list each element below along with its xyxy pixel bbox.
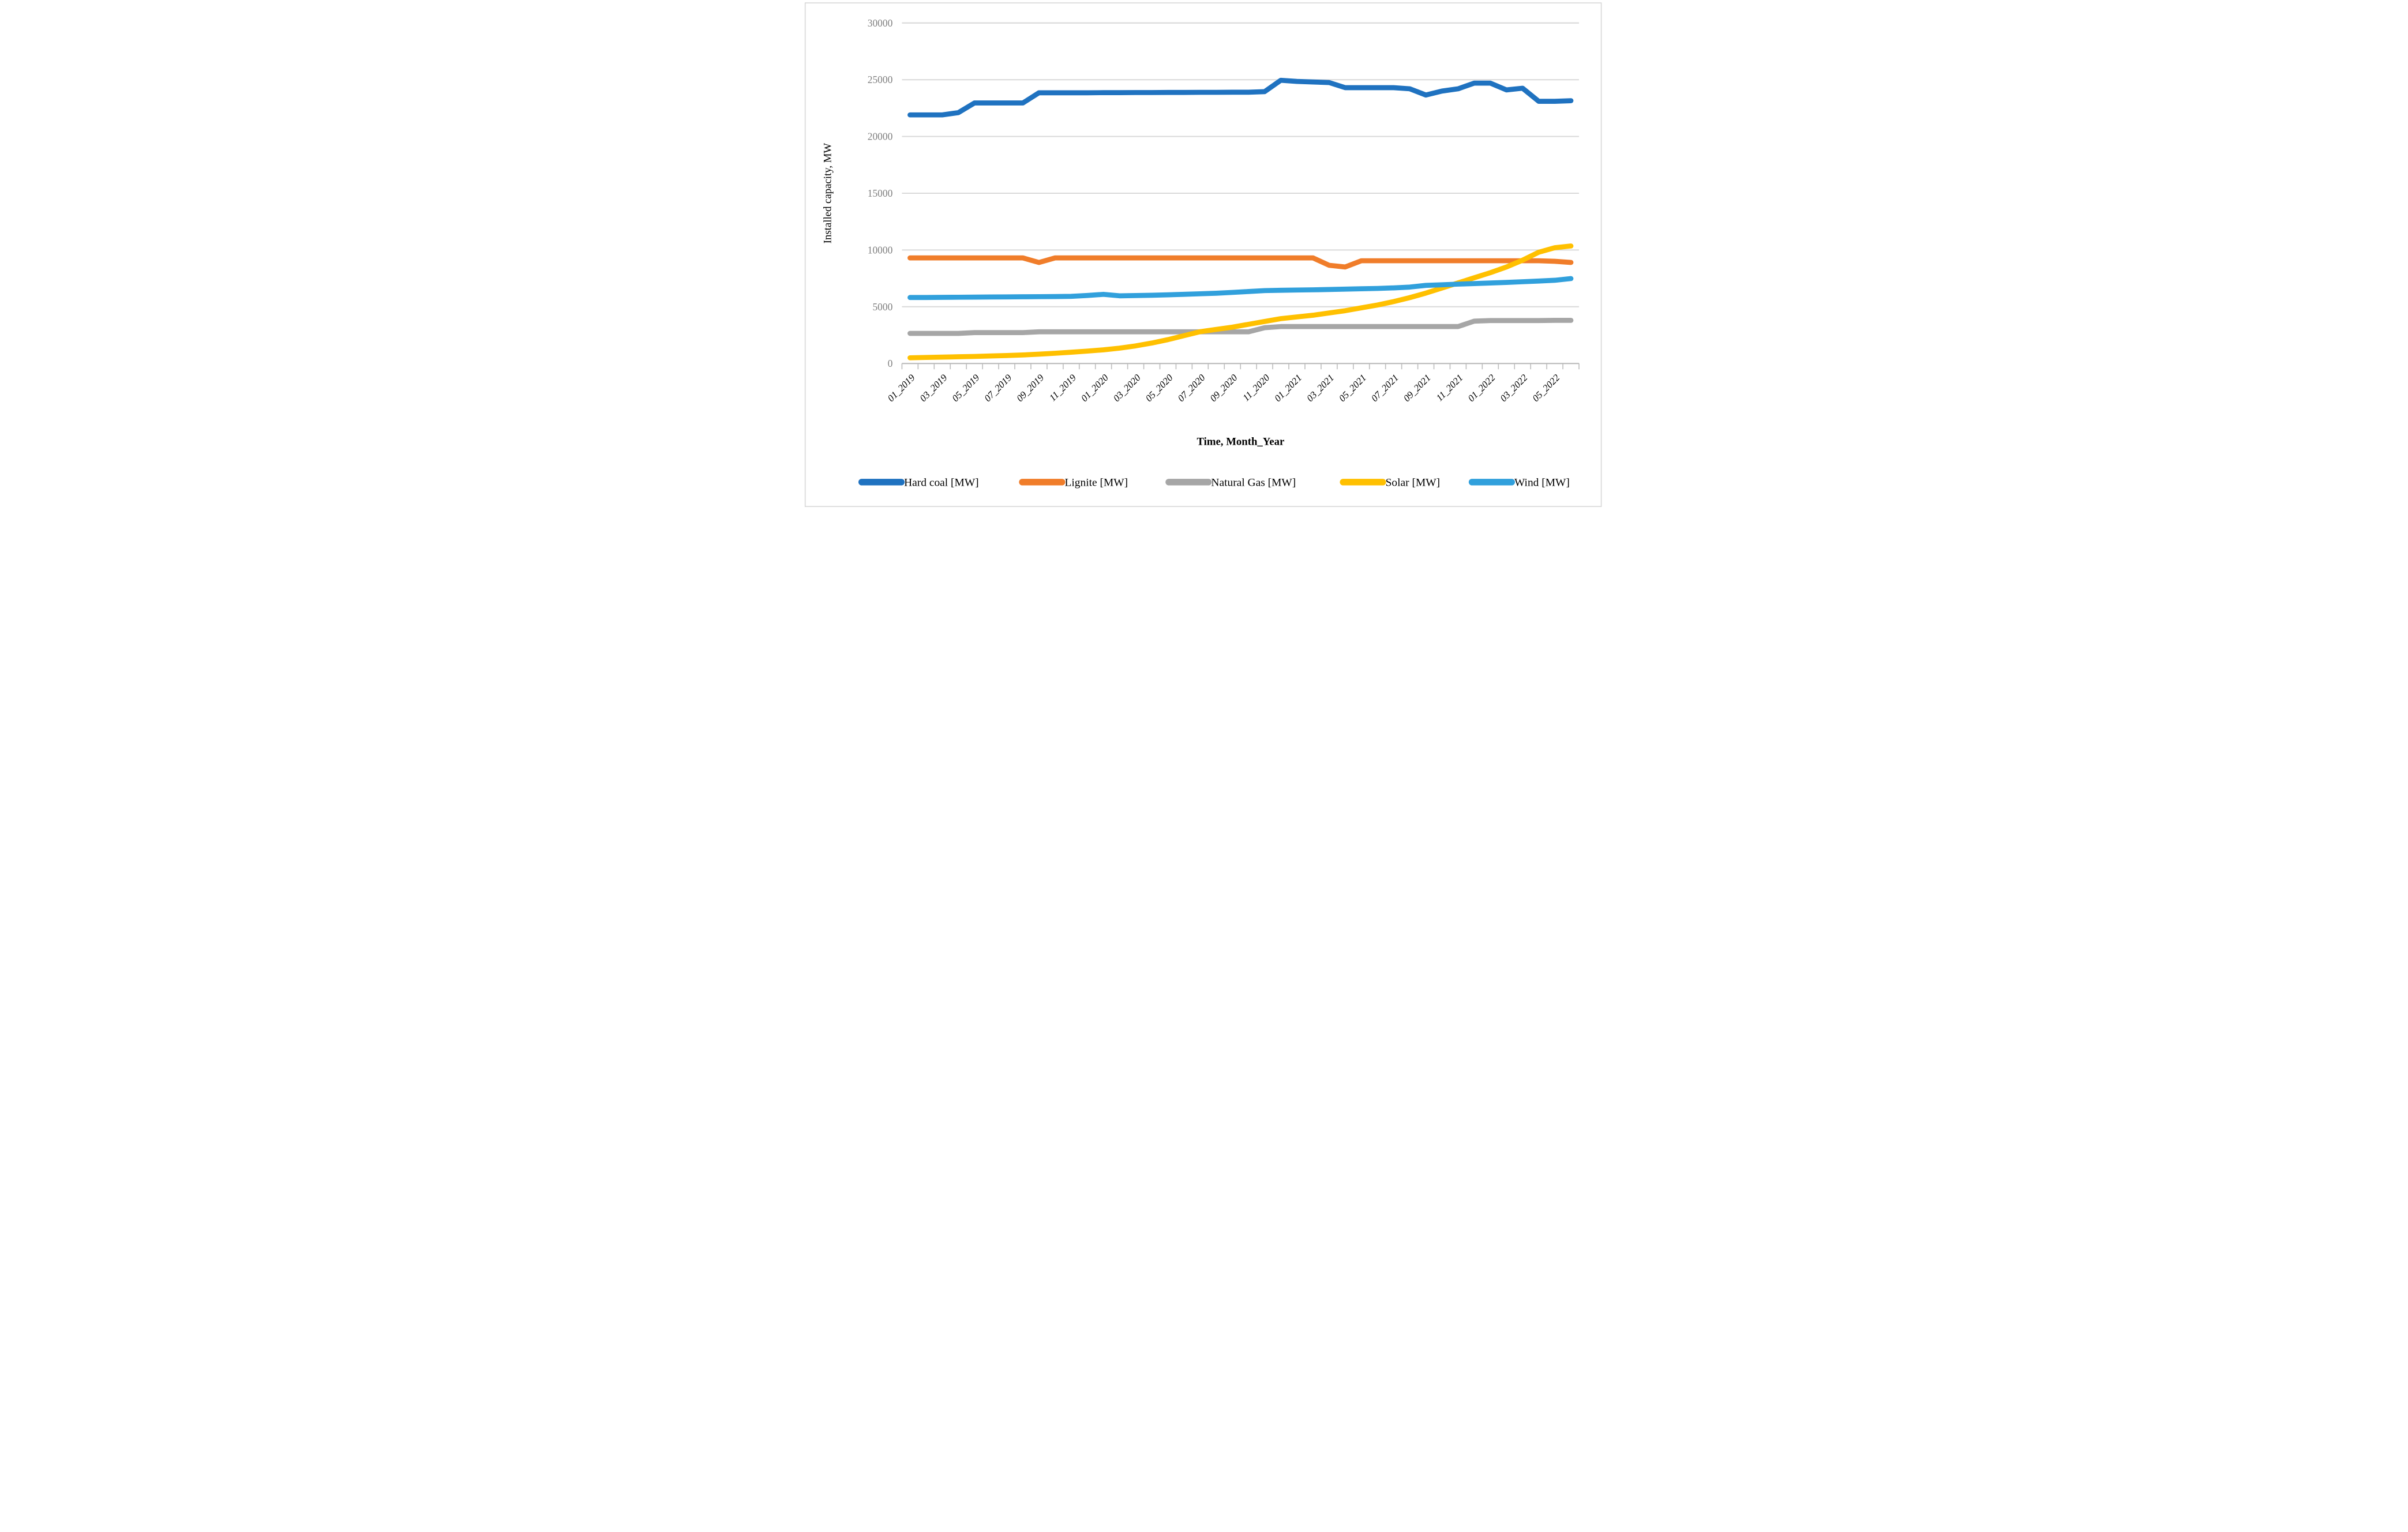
legend-label-solar-mw: Solar [MW] [1386, 477, 1440, 489]
legend-item-wind-mw: Wind [MW] [1468, 477, 1570, 489]
chart-figure: 0 5000 10000 15000 20000 25000 30000 01_2019 03… [800, 0, 1608, 514]
series-lines [907, 77, 1574, 361]
y-tick-label: 25000 [868, 74, 893, 85]
y-tick-label: 15000 [868, 187, 893, 199]
legend-item-lignite-mw: Lignite [MW] [1019, 477, 1128, 489]
y-axis-labels: 0 5000 10000 15000 20000 25000 30000 [868, 17, 893, 369]
legend-item-natural-gas-mw: Natural Gas [MW] [1165, 477, 1296, 489]
series-line-hard-coal-mw [907, 77, 1574, 118]
legend-label-lignite-mw: Lignite [MW] [1065, 477, 1128, 489]
series-line-wind-mw [907, 276, 1574, 301]
legend-label-wind-mw: Wind [MW] [1514, 477, 1570, 489]
chart-legend: Hard coal [MW] Lignite [MW] Natural Gas [M… [858, 477, 1570, 489]
x-axis-ticks [901, 362, 1580, 370]
y-tick-label: 10000 [868, 244, 893, 256]
legend-label-hard-coal-mw: Hard coal [MW] [904, 477, 979, 489]
legend-item-hard-coal-mw: Hard coal [MW] [858, 477, 979, 489]
figure-border [804, 2, 1602, 507]
y-tick-label: 20000 [868, 131, 893, 142]
x-axis-title: Time, Month_Year [1197, 435, 1284, 448]
y-tick-label: 0 [888, 358, 893, 369]
y-tick-label: 30000 [868, 17, 893, 29]
y-tick-label: 5000 [872, 301, 892, 313]
series-line-natural-gas-mw [907, 318, 1574, 336]
y-axis-title: Installed capacity, MW [822, 143, 834, 244]
legend-item-solar-mw: Solar [MW] [1340, 477, 1440, 489]
series-line-lignite-mw [907, 255, 1574, 270]
legend-label-natural-gas-mw: Natural Gas [MW] [1211, 477, 1296, 489]
